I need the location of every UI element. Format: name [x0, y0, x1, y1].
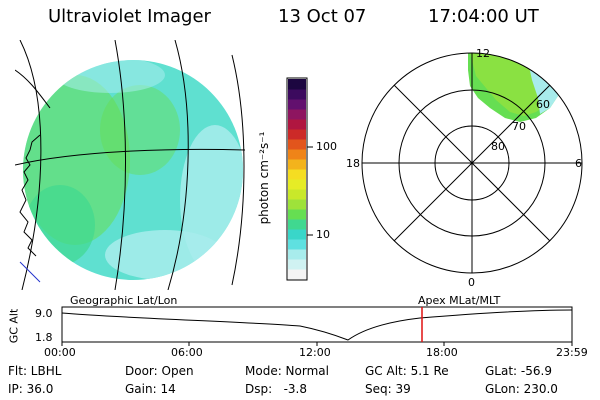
timeline-left-title: Geographic Lat/Lon — [70, 294, 178, 307]
glon-status: GLon: 230.0 — [485, 382, 558, 396]
time-label: 17:04:00 UT — [428, 6, 539, 27]
timeline-x-tick-0600: 06:00 — [171, 346, 203, 359]
seq-status: Seq: 39 — [365, 382, 411, 396]
timeline-y-label: GC Alt — [7, 308, 21, 344]
coastline — [19, 134, 41, 257]
timeline-x-tick-2359: 23:59 — [556, 346, 588, 359]
colorbar-cell — [288, 269, 306, 280]
ip-status: IP: 36.0 — [8, 382, 54, 396]
colorbar-cell — [288, 129, 306, 140]
colorbar-tick-10: 10 — [316, 228, 330, 241]
mode-status: Mode: Normal — [245, 364, 329, 378]
colorbar-cell — [288, 159, 306, 170]
polar-plot — [361, 52, 583, 274]
earth-emission-disk — [23, 60, 243, 280]
door-status: Door: Open — [125, 364, 194, 378]
filter-status: Flt: LBHL — [8, 364, 62, 378]
dsp-status: Dsp: -3.8 — [245, 382, 308, 396]
colorbar-cell — [288, 219, 306, 230]
mlt-label-0: 0 — [468, 276, 475, 289]
orbit-timeline-plot — [61, 306, 573, 346]
colorbar-cell — [288, 259, 306, 270]
colorbar-cell — [288, 119, 306, 130]
date-label: 13 Oct 07 — [278, 6, 367, 27]
timeline-y-tick-top: 9.0 — [35, 307, 53, 320]
mlt-label-6: 6 — [575, 157, 582, 170]
colorbar-cell — [288, 199, 306, 210]
colorbar-cell — [288, 239, 306, 250]
gc-alt-status: GC Alt: 5.1 Re — [365, 364, 449, 378]
colorbar-cell — [288, 139, 306, 150]
mlt-label-12: 12 — [476, 47, 490, 60]
colorbar-cell — [288, 89, 306, 100]
colorbar-tick-100: 100 — [316, 140, 337, 153]
colorbar-cell — [288, 229, 306, 240]
colorbar-cell — [288, 179, 306, 190]
colorbar-cell — [288, 149, 306, 160]
timeline-x-tick-1200: 12:00 — [299, 346, 331, 359]
colorbar-cell — [288, 169, 306, 180]
terminator-line — [19, 261, 41, 283]
timeline-x-tick-1800: 18:00 — [426, 346, 458, 359]
gain-status: Gain: 14 — [125, 382, 176, 396]
colorbar-cell — [288, 79, 306, 90]
mlt-label-18: 18 — [346, 157, 360, 170]
lat-label-70: 70 — [512, 120, 526, 133]
timeline-x-tick-0000: 00:00 — [44, 346, 76, 359]
colorbar-cell — [288, 99, 306, 110]
colorbar-cell — [288, 109, 306, 120]
timeline-y-tick-bottom: 1.8 — [35, 331, 53, 344]
altitude-curve — [61, 309, 573, 341]
colorbar-cell — [288, 249, 306, 260]
lat-label-80: 80 — [491, 140, 505, 153]
earth-image-panel — [15, 40, 246, 290]
lat-label-60: 60 — [536, 98, 550, 111]
glat-status: GLat: -56.9 — [485, 364, 552, 378]
timeline-right-title: Apex MLat/MLT — [418, 294, 501, 307]
lat-lon-grid — [15, 40, 246, 290]
colorbar-cell — [288, 209, 306, 220]
colorbar-cell — [288, 189, 306, 200]
instrument-title: Ultraviolet Imager — [48, 6, 211, 27]
colorbar-unit-label: photon cm⁻²s⁻¹ — [257, 131, 271, 225]
color-scale-bar — [286, 77, 313, 281]
